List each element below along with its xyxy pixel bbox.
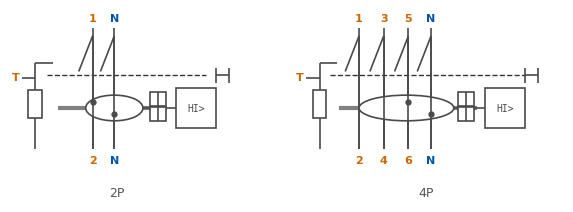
- Text: T: T: [296, 73, 304, 83]
- Text: 2P: 2P: [109, 187, 125, 200]
- Bar: [150, 92, 166, 106]
- Text: 1: 1: [355, 14, 363, 24]
- Text: T: T: [11, 73, 19, 83]
- Text: 1: 1: [89, 14, 96, 24]
- Bar: [458, 92, 473, 106]
- Text: 2: 2: [89, 156, 96, 166]
- Text: 2: 2: [355, 156, 363, 166]
- Ellipse shape: [86, 95, 143, 121]
- Text: 4P: 4P: [418, 187, 434, 200]
- Bar: [485, 88, 525, 128]
- Ellipse shape: [359, 95, 454, 121]
- Text: 5: 5: [405, 14, 412, 24]
- Text: 6: 6: [405, 156, 413, 166]
- Bar: [458, 107, 473, 121]
- Text: N: N: [426, 14, 435, 24]
- Text: 3: 3: [380, 14, 387, 24]
- Text: HI>: HI>: [187, 104, 205, 114]
- Bar: [313, 90, 327, 118]
- Text: N: N: [109, 14, 119, 24]
- Bar: [150, 107, 166, 121]
- Bar: [176, 88, 216, 128]
- Bar: [29, 90, 42, 118]
- Text: 4: 4: [380, 156, 388, 166]
- Text: HI>: HI>: [496, 104, 514, 114]
- Text: N: N: [109, 156, 119, 166]
- Text: N: N: [426, 156, 435, 166]
